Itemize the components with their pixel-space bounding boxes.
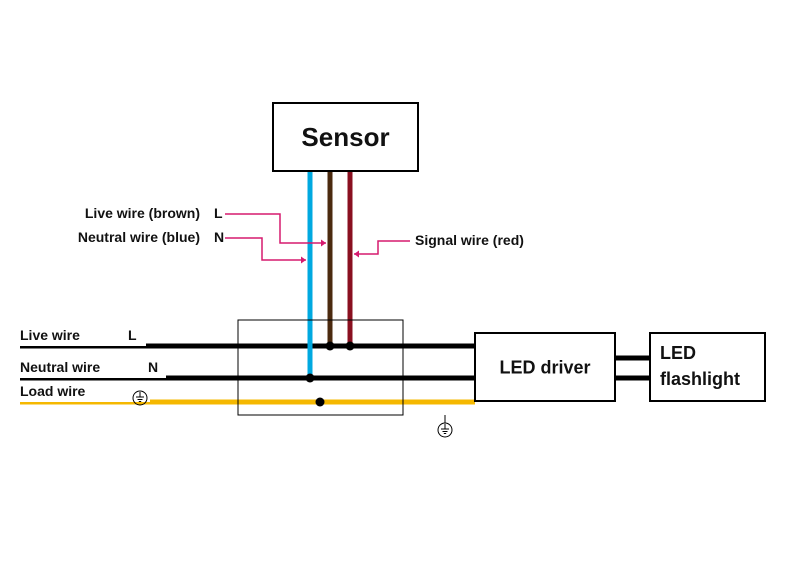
callout-live-brown-text: Live wire (brown)	[85, 205, 200, 221]
live-letter: L	[128, 327, 137, 343]
junction-node	[346, 342, 355, 351]
junction-node	[306, 374, 315, 383]
callout-signal-red-text: Signal wire (red)	[415, 232, 524, 248]
led-flashlight-label-2: flashlight	[660, 369, 740, 389]
callout-neutral-blue-text: Neutral wire (blue)	[78, 229, 200, 245]
junction-node	[316, 398, 325, 407]
led-flashlight-label-1: LED	[660, 343, 696, 363]
neutral-label: Neutral wire	[20, 359, 100, 375]
callout-signal-red-leader	[354, 241, 410, 254]
callout-neutral-blue-leader	[225, 238, 306, 260]
sensor-label: Sensor	[301, 122, 389, 152]
live-label: Live wire	[20, 327, 80, 343]
callout-live-brown-letter: L	[214, 205, 223, 221]
callout-neutral-blue-letter: N	[214, 229, 224, 245]
led-driver-label: LED driver	[499, 357, 590, 377]
neutral-letter: N	[148, 359, 158, 375]
junction-node	[326, 342, 335, 351]
load-label: Load wire	[20, 383, 86, 399]
